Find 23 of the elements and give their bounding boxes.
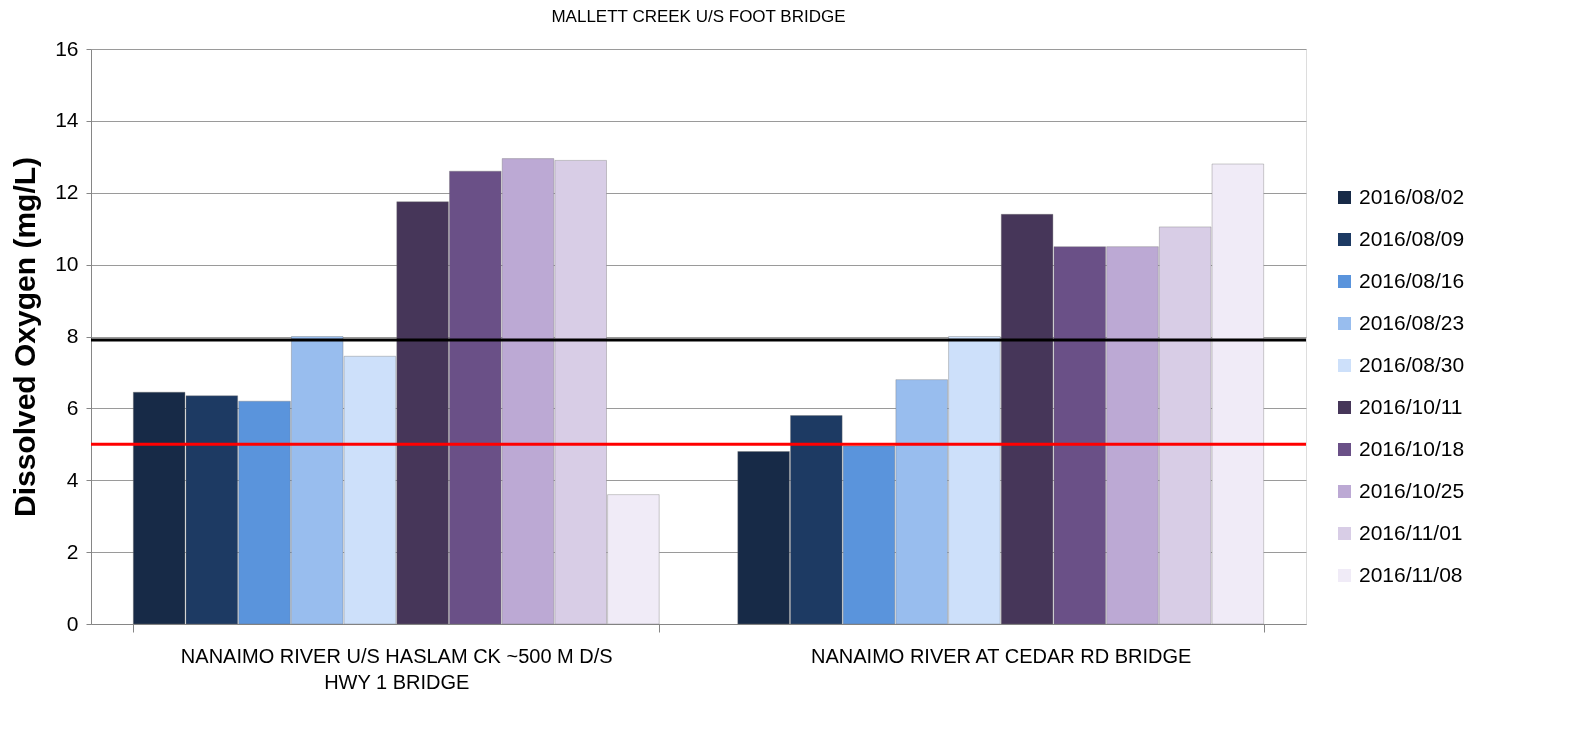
chart-title: MALLETT CREEK U/S FOOT BRIDGE [551,7,846,26]
legend-label: 2016/11/01 [1359,520,1463,544]
legend-label: 2016/10/18 [1359,436,1465,460]
y-tick-label: 6 [66,395,79,419]
legend-label: 2016/08/30 [1359,352,1465,376]
legend-label: 2016/10/25 [1359,478,1465,502]
legend-label: 2016/08/16 [1359,268,1465,292]
y-tick-label: 16 [55,36,79,60]
legend-label: 2016/08/02 [1359,184,1465,208]
legend-label: 2016/08/23 [1359,310,1465,334]
y-tick-label: 0 [66,611,79,635]
y-axis-title: Dissolved Oxygen (mg/L) [8,156,42,518]
y-tick-label: 10 [55,252,79,276]
y-tick-label: 8 [66,324,79,347]
legend-label: 2016/11/08 [1359,562,1463,586]
x-tick-label: NANAIMO RIVER U/S HASLAM CK ~500 M D/S HWY 1 BRIDGE [180,644,613,693]
x-tick-label: NANAIMO RIVER AT CEDAR RD BRIDGE [811,644,1192,667]
y-tick-label: 12 [55,180,79,204]
legend-label: 2016/10/11 [1359,394,1463,418]
y-tick-label: 4 [66,467,79,491]
y-tick-label: 2 [66,539,79,563]
legend-label: 2016/08/09 [1359,226,1465,250]
y-tick-label: 14 [55,108,79,132]
